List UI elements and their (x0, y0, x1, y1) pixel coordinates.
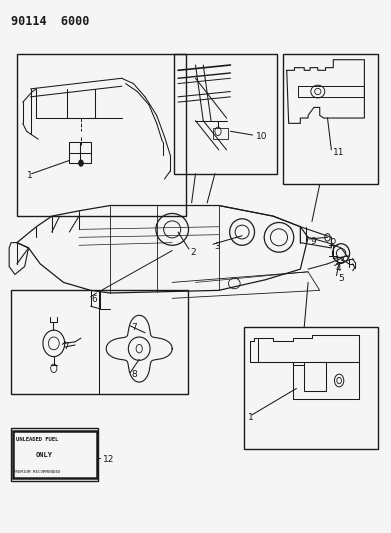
Text: 13: 13 (334, 257, 345, 266)
Bar (11, 428, 99, 481)
Text: 3: 3 (214, 243, 220, 252)
Text: PREMIUM RECOMMENDED: PREMIUM RECOMMENDED (13, 470, 61, 474)
Text: 6: 6 (92, 295, 98, 304)
Text: UNLEADED FUEL: UNLEADED FUEL (16, 438, 58, 442)
Bar (13, 431, 97, 478)
Text: 1: 1 (27, 171, 32, 180)
Text: 2: 2 (190, 248, 196, 257)
Text: 90114  6000: 90114 6000 (11, 14, 90, 28)
Bar (69, 142, 91, 163)
Text: 1: 1 (248, 413, 254, 422)
Text: 7: 7 (63, 342, 69, 351)
Text: ONLY: ONLY (36, 452, 52, 458)
Text: 4: 4 (336, 264, 342, 272)
Text: 9: 9 (311, 237, 317, 246)
Text: 8: 8 (131, 369, 137, 378)
Text: 5: 5 (338, 273, 344, 282)
Bar (304, 362, 326, 391)
Bar (174, 54, 277, 174)
Bar (213, 127, 228, 139)
Ellipse shape (79, 160, 83, 166)
Text: 11: 11 (333, 148, 345, 157)
Bar (244, 327, 378, 449)
Text: 10: 10 (256, 132, 267, 141)
Bar (11, 290, 188, 394)
Bar (17, 54, 186, 216)
Bar (283, 54, 378, 184)
Text: 12: 12 (103, 455, 115, 464)
Text: 7: 7 (131, 323, 137, 332)
